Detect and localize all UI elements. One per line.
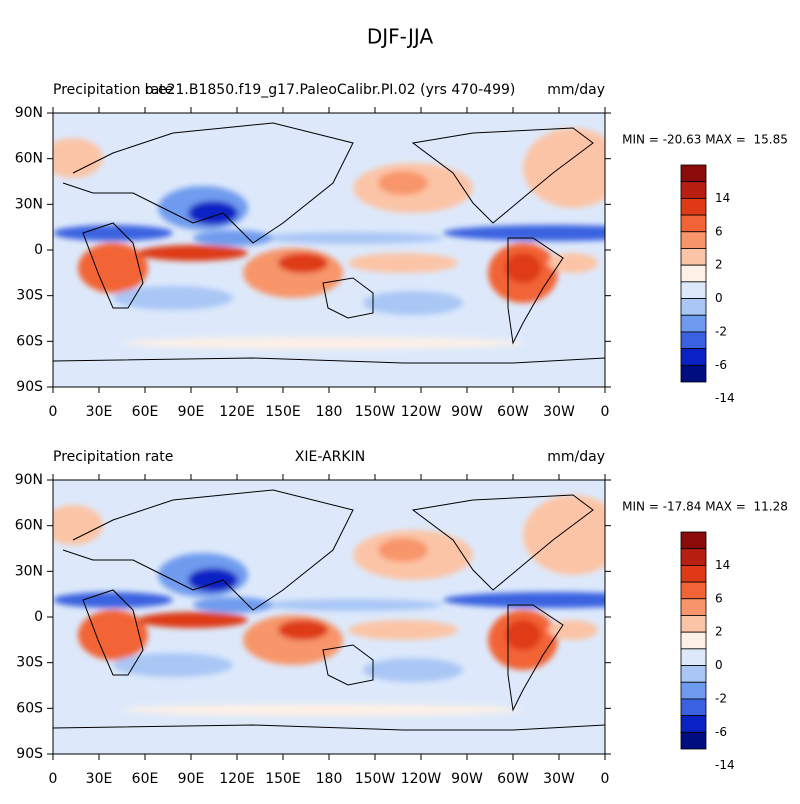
colorbar-label: 14: [715, 191, 730, 205]
colorbar-box: [680, 331, 707, 350]
colorbar-box: [680, 298, 707, 316]
colorbar-box: [680, 698, 707, 717]
colorbar-box: [680, 348, 707, 366]
x-tick-label: 0: [601, 771, 610, 787]
figure-title: DJF-JJA: [367, 25, 434, 49]
colorbar-label: -2: [715, 691, 727, 705]
y-tick-label: 30N: [15, 563, 43, 579]
x-tick-label: 90W: [451, 404, 483, 420]
x-tick-label: 150E: [265, 771, 301, 787]
colorbar-box: [680, 681, 707, 700]
colorbar-label: -6: [715, 358, 727, 372]
x-tick-label: 120E: [219, 404, 255, 420]
y-tick-label: 60S: [16, 333, 43, 349]
colorbar-box: [680, 214, 707, 233]
colorbar-label: 2: [715, 258, 723, 272]
x-tick-label: 120E: [219, 771, 255, 787]
x-tick-label: 120W: [401, 771, 442, 787]
left-label: Precipitation rate: [53, 449, 173, 465]
x-tick-label: 180: [316, 404, 343, 420]
x-tick-label: 0: [601, 404, 610, 420]
x-tick-label: 150W: [355, 771, 396, 787]
x-tick-label: 30E: [86, 771, 113, 787]
colorbar-box: [680, 648, 707, 666]
x-tick-label: 0: [49, 404, 58, 420]
x-tick-label: 30E: [86, 404, 113, 420]
colorbar-box: [680, 364, 707, 383]
x-tick-label: 60W: [497, 404, 529, 420]
x-tick-label: 90W: [451, 771, 483, 787]
colorbar-box: [680, 631, 707, 650]
y-tick-label: 0: [34, 609, 43, 625]
y-tick-label: 90N: [15, 472, 43, 488]
colorbar-label: 0: [715, 291, 723, 305]
y-tick-label: 30N: [15, 196, 43, 212]
y-tick-label: 60N: [15, 518, 43, 534]
colorbar-box: [680, 314, 707, 333]
min-max-stats: MIN = -20.63 MAX = 15.85: [622, 133, 788, 147]
colorbar-label: 6: [715, 224, 723, 238]
colorbar-label: 2: [715, 625, 723, 639]
x-tick-label: 90E: [178, 404, 205, 420]
colorbar-box: [680, 715, 707, 733]
y-tick-label: 60N: [15, 151, 43, 167]
x-tick-label: 90E: [178, 771, 205, 787]
colorbar-label: 6: [715, 591, 723, 605]
colorbar-box: [680, 197, 707, 216]
colorbar-box: [680, 548, 707, 566]
colorbar-label: -6: [715, 725, 727, 739]
colorbar-label: -14: [715, 391, 735, 405]
y-tick-label: 60S: [16, 700, 43, 716]
colorbar-box: [680, 581, 707, 600]
map-panel: Precipitation rateb.e21.B1850.f19_g17.Pa…: [15, 82, 788, 420]
y-tick-label: 30S: [16, 655, 43, 671]
x-tick-label: 30W: [543, 404, 575, 420]
colorbar-label: 0: [715, 658, 723, 672]
x-tick-label: 60E: [132, 771, 159, 787]
colorbar-label: 14: [715, 558, 730, 572]
colorbar: 14 6 2 0 -2 -6 -14: [680, 164, 735, 405]
x-tick-label: 150E: [265, 404, 301, 420]
colorbar-box: [680, 248, 707, 266]
center-label: b.e21.B1850.f19_g17.PaleoCalibr.PI.02 (y…: [145, 82, 516, 98]
right-label: mm/day: [547, 82, 605, 98]
x-tick-label: 60E: [132, 404, 159, 420]
min-max-stats: MIN = -17.84 MAX = 11.28: [622, 500, 788, 514]
precipitation-field: [43, 480, 663, 754]
x-tick-label: 30W: [543, 771, 575, 787]
colorbar-box: [680, 164, 707, 183]
x-tick-label: 60W: [497, 771, 529, 787]
colorbar-box: [680, 264, 707, 283]
x-tick-label: 180: [316, 771, 343, 787]
y-tick-label: 30S: [16, 288, 43, 304]
colorbar-box: [680, 181, 707, 199]
colorbar-box: [680, 665, 707, 683]
colorbar-box: [680, 731, 707, 750]
precipitation-field: [43, 113, 663, 387]
x-tick-label: 0: [49, 771, 58, 787]
y-tick-label: 90S: [16, 746, 43, 762]
left-label: Precipitation rate: [53, 82, 173, 98]
map-panel: Precipitation rate XIE-ARKIN mm/day MIN = -…: [15, 449, 788, 787]
colorbar-box: [680, 615, 707, 633]
map-field: [43, 113, 663, 387]
colorbar-box: [680, 281, 707, 299]
y-tick-label: 0: [34, 242, 43, 258]
map-field: [43, 480, 663, 754]
right-label: mm/day: [547, 449, 605, 465]
colorbar-box: [680, 231, 707, 249]
x-tick-label: 120W: [401, 404, 442, 420]
colorbar-label: -14: [715, 758, 735, 772]
colorbar-label: -2: [715, 324, 727, 338]
colorbar-box: [680, 598, 707, 616]
colorbar-box: [680, 531, 707, 550]
y-tick-label: 90N: [15, 105, 43, 121]
colorbar-box: [680, 564, 707, 583]
y-tick-label: 90S: [16, 379, 43, 395]
x-tick-label: 150W: [355, 404, 396, 420]
colorbar: 14 6 2 0 -2 -6 -14: [680, 531, 735, 772]
center-label: XIE-ARKIN: [295, 449, 365, 465]
